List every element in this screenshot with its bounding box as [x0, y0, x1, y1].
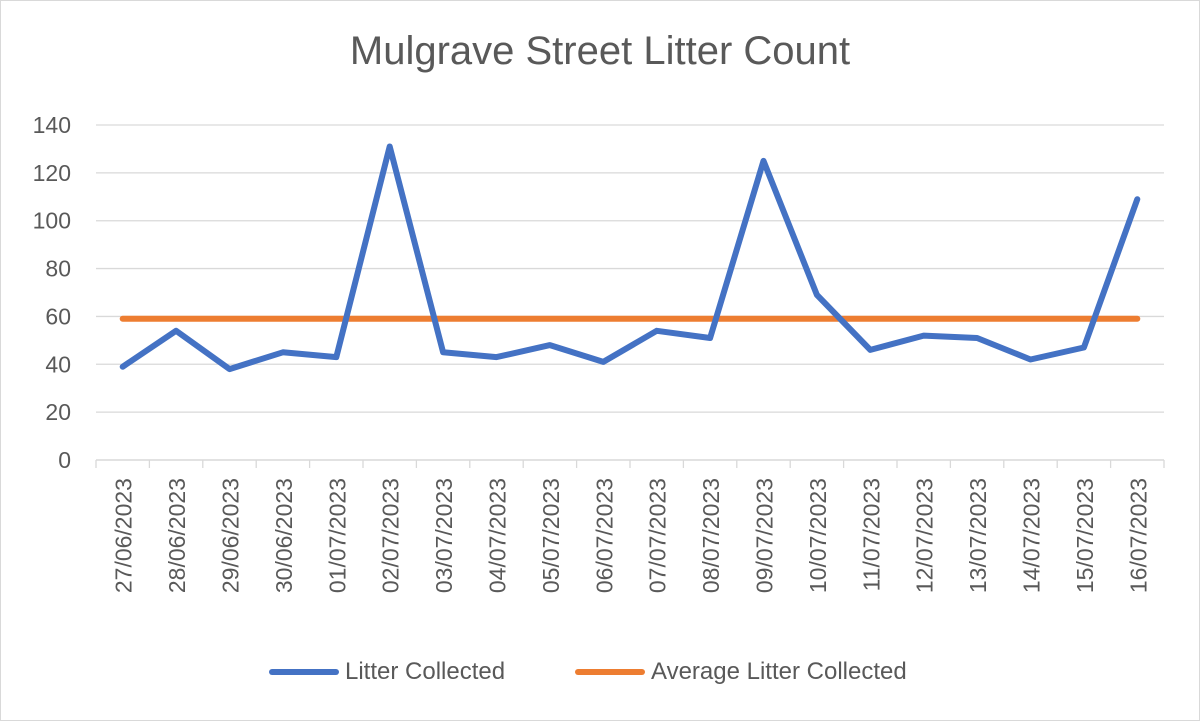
y-tick-label: 0	[58, 447, 71, 473]
y-tick-label: 120	[33, 160, 71, 186]
legend-label-litter-collected: Litter Collected	[345, 658, 506, 685]
x-tick-label: 11/07/2023	[858, 478, 884, 591]
x-tick-label: 02/07/2023	[378, 478, 404, 593]
x-tick-label: 30/06/2023	[271, 478, 297, 593]
x-tick-label: 08/07/2023	[698, 478, 724, 593]
y-tick-label: 100	[33, 208, 71, 234]
x-tick-label: 15/07/2023	[1072, 478, 1098, 593]
legend-swatch-average-litter-collected	[575, 669, 645, 675]
series-line-litter-collected	[119, 143, 1141, 373]
legend-item-litter-collected: Litter Collected	[269, 655, 505, 689]
x-tick-label: 27/06/2023	[111, 478, 137, 593]
x-tick-label: 10/07/2023	[805, 478, 831, 593]
x-tick-label: 12/07/2023	[912, 478, 938, 593]
x-tick-label: 05/07/2023	[538, 478, 564, 593]
x-tick-label: 06/07/2023	[591, 478, 617, 593]
x-tick-label: 14/07/2023	[1019, 478, 1045, 593]
legend-swatch-litter-collected	[269, 669, 339, 675]
y-tick-label: 20	[45, 399, 71, 425]
legend-item-average-litter-collected: Average Litter Collected	[575, 655, 907, 689]
x-tick-label: 29/06/2023	[218, 478, 244, 593]
x-tick-label: 28/06/2023	[164, 478, 190, 593]
y-tick-label: 40	[45, 351, 71, 377]
x-tick-label: 07/07/2023	[645, 478, 671, 593]
legend-label-average-litter-collected: Average Litter Collected	[651, 658, 907, 685]
x-tick-label: 01/07/2023	[324, 478, 350, 593]
y-tick-label: 60	[45, 303, 71, 329]
chart-title: Mulgrave Street Litter Count	[349, 29, 851, 73]
x-tick-label: 13/07/2023	[965, 478, 991, 593]
x-tick-label: 09/07/2023	[752, 478, 778, 593]
x-tick-label: 04/07/2023	[485, 478, 511, 593]
y-tick-label: 80	[45, 256, 71, 282]
y-tick-label: 140	[33, 112, 71, 138]
x-tick-label: 16/07/2023	[1125, 478, 1151, 593]
x-tick-label: 03/07/2023	[431, 478, 457, 593]
